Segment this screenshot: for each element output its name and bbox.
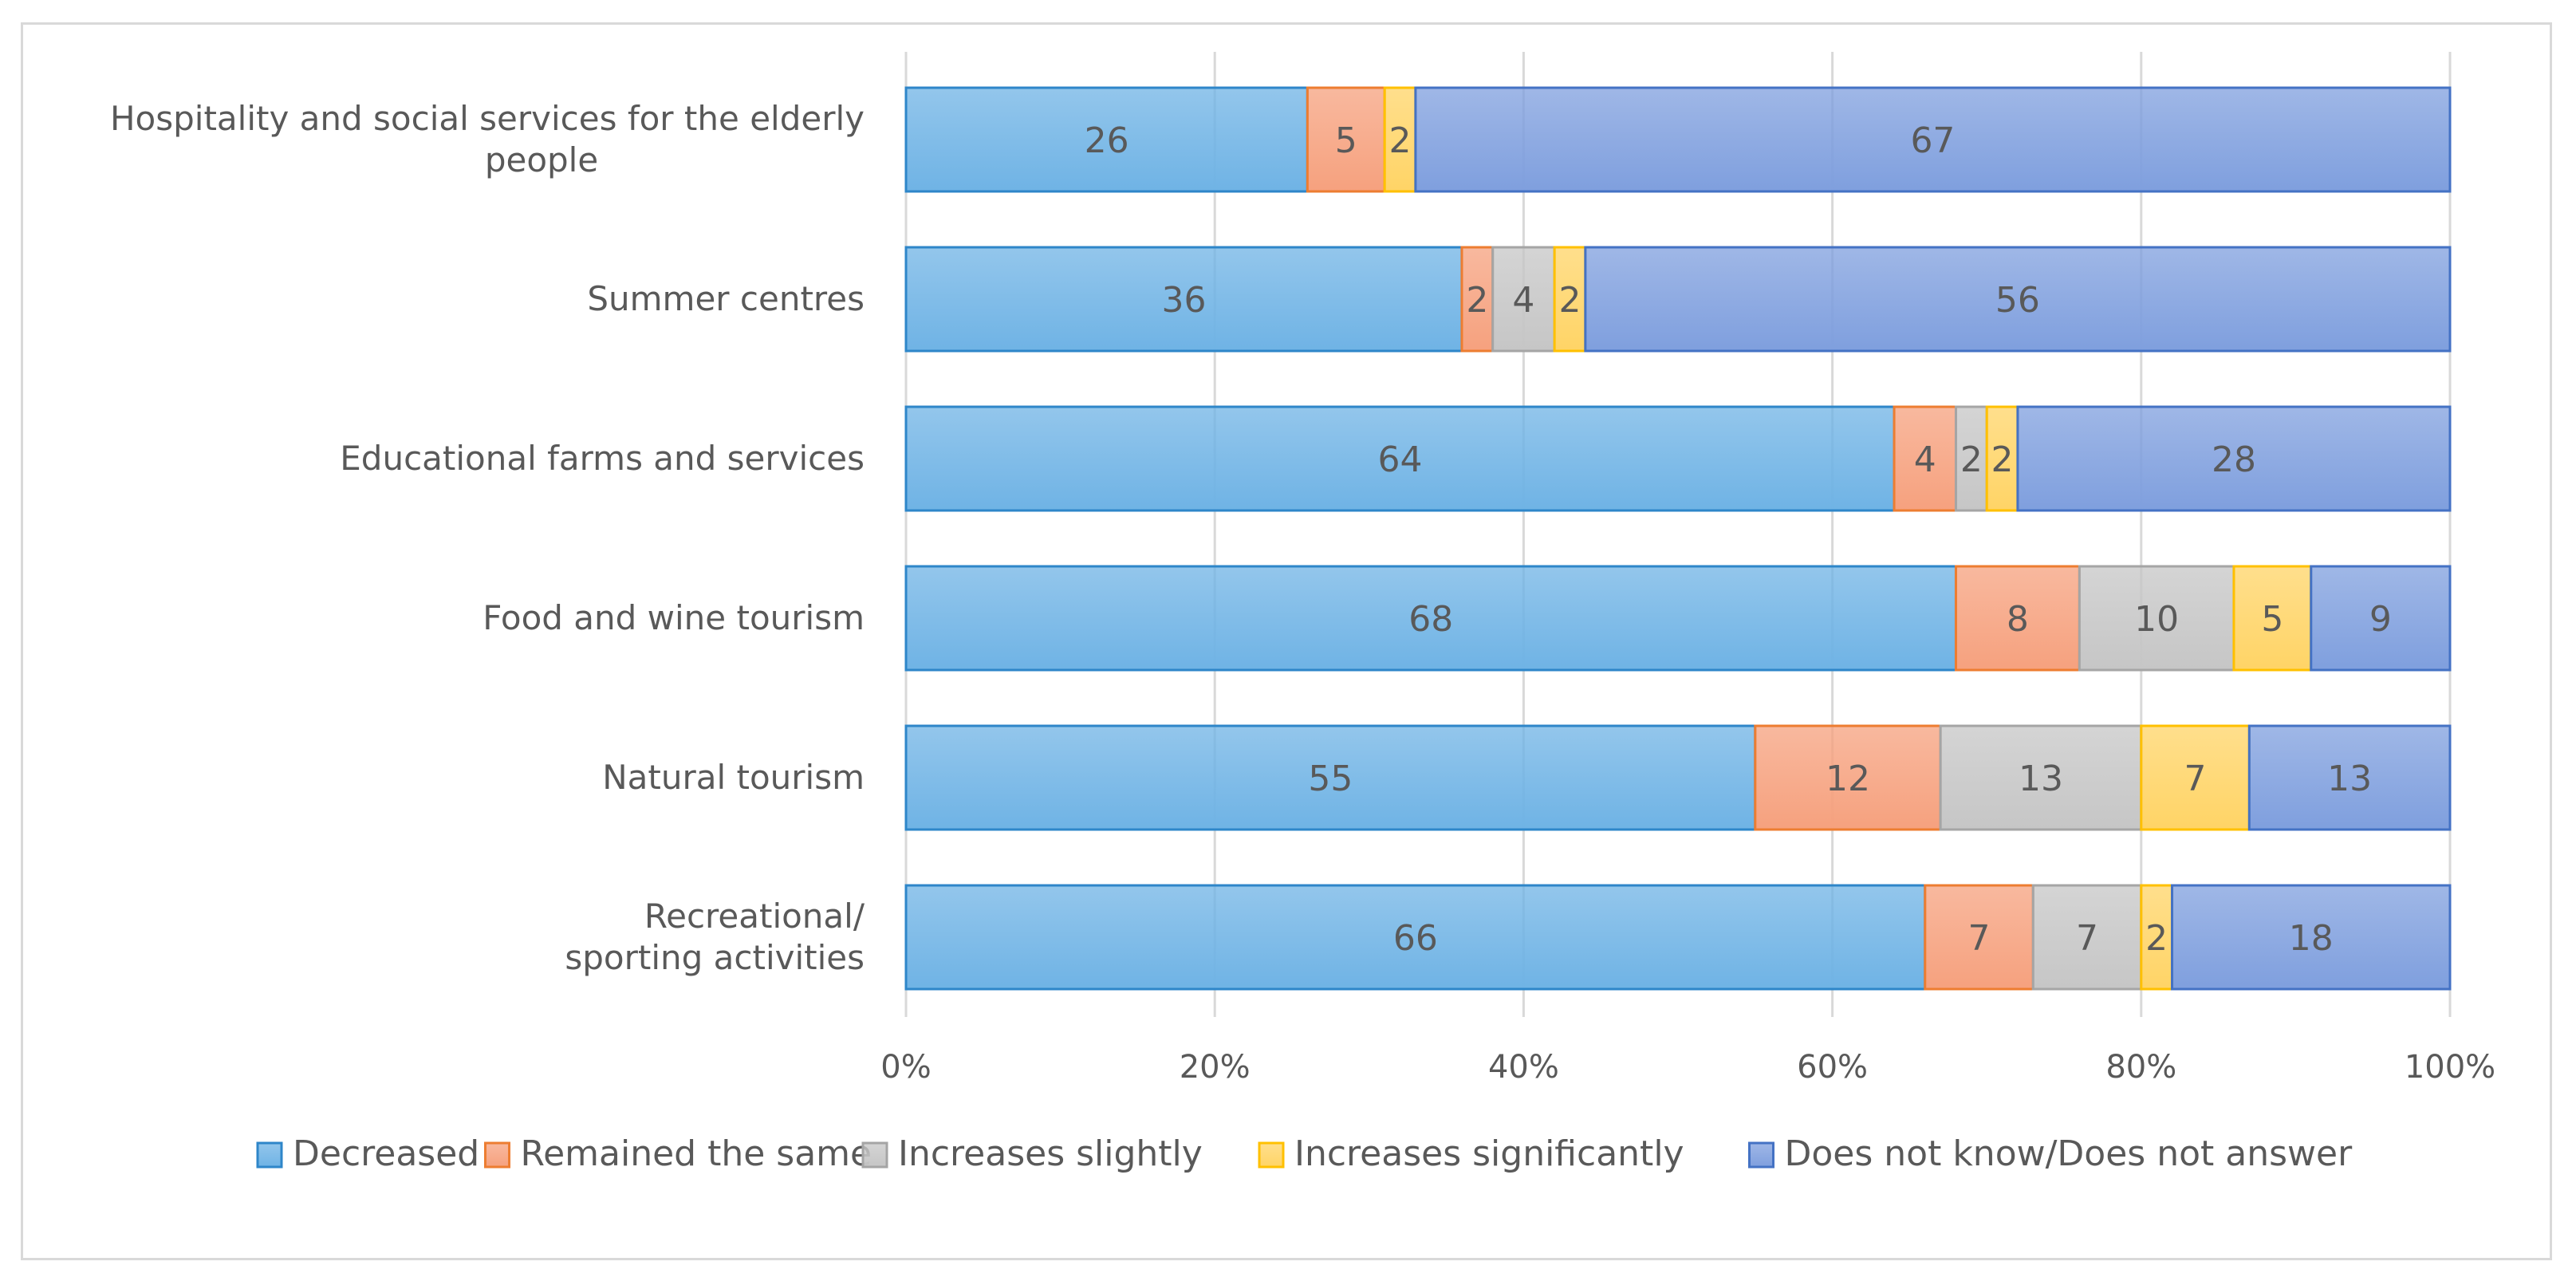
data-label: 26 <box>1085 120 1129 161</box>
data-label: 10 <box>2134 599 2179 640</box>
bar-segment <box>1924 884 2034 991</box>
data-label: 5 <box>2261 599 2283 640</box>
x-tick-label: 100% <box>2405 1049 2495 1086</box>
data-label: 56 <box>1995 280 2040 321</box>
legend-swatch[interactable] <box>1748 1141 1774 1169</box>
bar-segment <box>1491 246 1556 353</box>
bar-segment <box>1414 86 2452 193</box>
data-label: 4 <box>1512 280 1534 321</box>
data-label: 7 <box>2076 918 2098 959</box>
category-label: Natural tourism <box>602 758 865 797</box>
bar-segment <box>2140 884 2174 991</box>
bars <box>904 86 2452 991</box>
data-label: 2 <box>1991 440 2014 480</box>
category-label: Educational farms and services <box>340 439 865 478</box>
data-label: 64 <box>1378 440 1423 480</box>
data-label: 66 <box>1393 918 1438 959</box>
bar-segment <box>2140 724 2251 831</box>
bar-segment <box>2247 724 2452 831</box>
x-tick-label: 60% <box>1797 1049 1868 1086</box>
data-label: 13 <box>2327 759 2372 799</box>
data-label: 4 <box>1914 440 1936 480</box>
bar-segment <box>2031 884 2143 991</box>
bar-segment <box>1954 405 1988 512</box>
data-label: 2 <box>1960 440 1983 480</box>
data-label: 28 <box>2212 440 2256 480</box>
bar-segment <box>1754 724 1942 831</box>
data-label: 2 <box>1389 120 1412 161</box>
legend-label[interactable]: Increases slightly <box>898 1133 1203 1174</box>
data-label: 5 <box>1335 120 1357 161</box>
bar-segment <box>1553 246 1587 353</box>
bar-segment <box>2310 565 2452 672</box>
legend-label[interactable]: Increases significantly <box>1294 1133 1684 1174</box>
x-tick-label: 40% <box>1488 1049 1559 1086</box>
data-label: 36 <box>1161 280 1206 321</box>
data-label: 12 <box>1826 759 1870 799</box>
x-axis-ticks: 0% 20% 40% 60% 80% 100% <box>880 1049 2495 1086</box>
bar-segment <box>1460 246 1495 353</box>
bar-segment <box>2232 565 2313 672</box>
category-label: Hospitality and social services for the … <box>110 99 865 179</box>
data-label: 68 <box>1408 599 1453 640</box>
bar-segment <box>2078 565 2235 672</box>
legend-swatch[interactable] <box>861 1141 888 1169</box>
data-label: 2 <box>1466 280 1488 321</box>
bar-segment <box>1985 405 2019 512</box>
data-label: 9 <box>2369 599 2392 640</box>
data-label: 67 <box>1910 120 1955 161</box>
category-label: Summer centres <box>587 279 865 318</box>
category-label: Food and wine tourism <box>483 598 865 637</box>
bar-segment <box>904 405 1896 512</box>
legend-swatch[interactable] <box>256 1141 283 1169</box>
category-labels: Hospitality and social services for the … <box>110 99 865 977</box>
data-label: 2 <box>2145 918 2168 959</box>
data-label: 55 <box>1308 759 1353 799</box>
legend-label[interactable]: Does not know/Does not answer <box>1785 1133 2353 1174</box>
bar-segment <box>1584 246 2452 353</box>
category-label: Recreational/sporting activities <box>565 897 865 977</box>
legend-label[interactable]: Remained the same <box>521 1133 872 1174</box>
data-label: 13 <box>2019 759 2063 799</box>
x-tick-label: 20% <box>1180 1049 1251 1086</box>
bar-segment <box>904 246 1463 353</box>
data-label: 2 <box>1558 280 1581 321</box>
x-tick-label: 0% <box>880 1049 931 1086</box>
data-label: 18 <box>2289 918 2334 959</box>
bar-segment <box>2016 405 2452 512</box>
x-tick-label: 80% <box>2105 1049 2176 1086</box>
legend-swatch[interactable] <box>1258 1141 1285 1169</box>
bar-segment <box>2171 884 2452 991</box>
bar-segment <box>904 86 1309 193</box>
gridlines <box>904 52 2452 1017</box>
chart-frame: 26 5 2 67 36 2 4 2 56 64 4 2 2 28 68 8 10 5 9 55 12 13 7 13 66 7 7… <box>21 22 2552 1260</box>
bar-segment <box>1893 405 1957 512</box>
data-label: 7 <box>1968 918 1991 959</box>
legend[interactable]: Decreased Remained the same Increases slig… <box>256 1133 2353 1174</box>
legend-swatch[interactable] <box>484 1141 510 1169</box>
data-label: 7 <box>2184 759 2207 799</box>
legend-label[interactable]: Decreased <box>293 1133 479 1174</box>
data-label: 8 <box>2007 599 2029 640</box>
